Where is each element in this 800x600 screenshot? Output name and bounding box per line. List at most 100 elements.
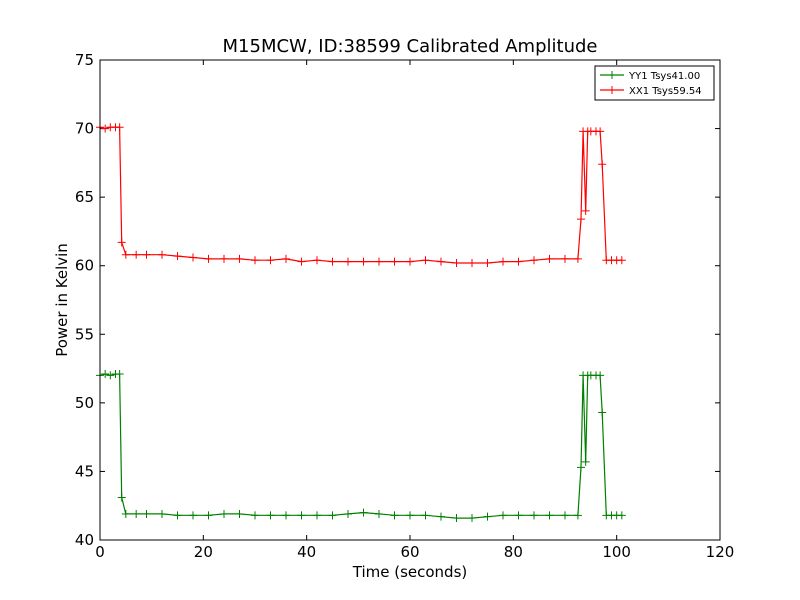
series-1 <box>96 123 626 267</box>
legend-label: YY1 Tsys41.00 <box>628 71 700 82</box>
data-point <box>297 511 306 520</box>
y-tick-label: 50 <box>75 394 94 412</box>
data-point <box>117 493 126 502</box>
legend: YY1 Tsys41.00 XX1 Tsys59.54 <box>594 65 715 101</box>
data-point <box>313 511 321 520</box>
legend-marker <box>608 71 616 79</box>
data-point <box>204 254 213 263</box>
data-point <box>598 408 607 417</box>
legend-label: XX1 Tsys59.54 <box>629 86 702 97</box>
data-point <box>266 511 275 520</box>
data-point <box>132 509 141 518</box>
y-tick-label: 40 <box>75 531 94 549</box>
data-point <box>545 511 554 520</box>
data-point <box>581 206 590 215</box>
data-point <box>499 257 507 266</box>
data-point <box>530 256 538 265</box>
data-point <box>282 254 290 263</box>
legend-marker <box>608 86 616 94</box>
data-point <box>359 508 368 517</box>
data-point <box>142 250 151 259</box>
data-point <box>235 254 244 263</box>
data-point <box>596 371 605 380</box>
data-point <box>452 514 461 523</box>
data-point <box>545 254 554 263</box>
x-tick-label: 80 <box>504 543 523 561</box>
data-point <box>344 509 352 518</box>
data-point <box>468 514 476 523</box>
data-point <box>158 250 166 259</box>
data-point <box>117 238 126 247</box>
data-point <box>297 257 306 266</box>
data-point <box>121 250 130 259</box>
data-point <box>266 256 275 265</box>
data-point <box>313 256 321 265</box>
data-point <box>530 511 538 520</box>
data-point <box>617 511 626 520</box>
data-point <box>483 512 492 521</box>
y-tick-label: 45 <box>75 462 94 480</box>
data-point <box>235 509 244 518</box>
data-point <box>121 509 130 518</box>
data-point <box>437 512 445 521</box>
data-point <box>483 258 492 267</box>
data-point <box>328 511 337 520</box>
data-point <box>251 256 259 265</box>
x-tick-label: 40 <box>297 543 316 561</box>
legend-box <box>594 65 715 101</box>
x-tick-label: 20 <box>194 543 213 561</box>
data-point <box>421 256 430 265</box>
data-point <box>573 254 582 263</box>
data-point <box>499 511 507 520</box>
data-point <box>282 511 290 520</box>
data-point <box>581 457 590 466</box>
x-axis-label: Time (seconds) <box>352 563 468 581</box>
legend-item: XX1 Tsys59.54 <box>600 86 702 97</box>
data-point <box>189 511 197 520</box>
x-tick-label: 100 <box>602 543 631 561</box>
plot-series <box>96 123 626 523</box>
y-tick-label: 55 <box>75 325 94 343</box>
data-point <box>115 123 124 132</box>
data-point <box>375 509 383 518</box>
x-tick-label: 120 <box>706 543 735 561</box>
data-point <box>204 511 213 520</box>
data-point <box>251 511 259 520</box>
data-point <box>390 257 399 266</box>
data-point <box>617 256 626 265</box>
data-point <box>344 257 352 266</box>
series-line <box>99 126 622 264</box>
data-point <box>573 511 582 520</box>
legend-item: YY1 Tsys41.00 <box>600 71 700 82</box>
data-point <box>328 257 337 266</box>
data-point <box>375 257 383 266</box>
y-tick-label: 70 <box>75 120 94 138</box>
y-tick-label: 60 <box>75 257 94 275</box>
data-point <box>173 252 182 261</box>
data-point <box>421 511 430 520</box>
series-0 <box>96 370 626 523</box>
data-point <box>101 124 110 133</box>
data-point <box>514 511 523 520</box>
data-point <box>514 257 523 266</box>
data-point <box>173 511 182 520</box>
data-point <box>220 254 228 263</box>
data-point <box>577 215 586 224</box>
data-point <box>406 511 414 520</box>
data-point <box>220 509 228 518</box>
plot-frame <box>99 59 721 541</box>
data-point <box>101 370 110 379</box>
data-point <box>598 160 607 169</box>
data-point <box>596 127 605 136</box>
data-point <box>406 257 414 266</box>
data-point <box>158 509 166 518</box>
data-point <box>437 257 445 266</box>
data-point <box>561 254 569 263</box>
y-axis-label: Power in Kelvin <box>53 243 71 357</box>
data-point <box>468 258 476 267</box>
data-point <box>390 511 399 520</box>
data-point <box>106 371 115 380</box>
data-point <box>142 509 151 518</box>
data-point <box>577 463 586 472</box>
data-point <box>115 370 124 379</box>
